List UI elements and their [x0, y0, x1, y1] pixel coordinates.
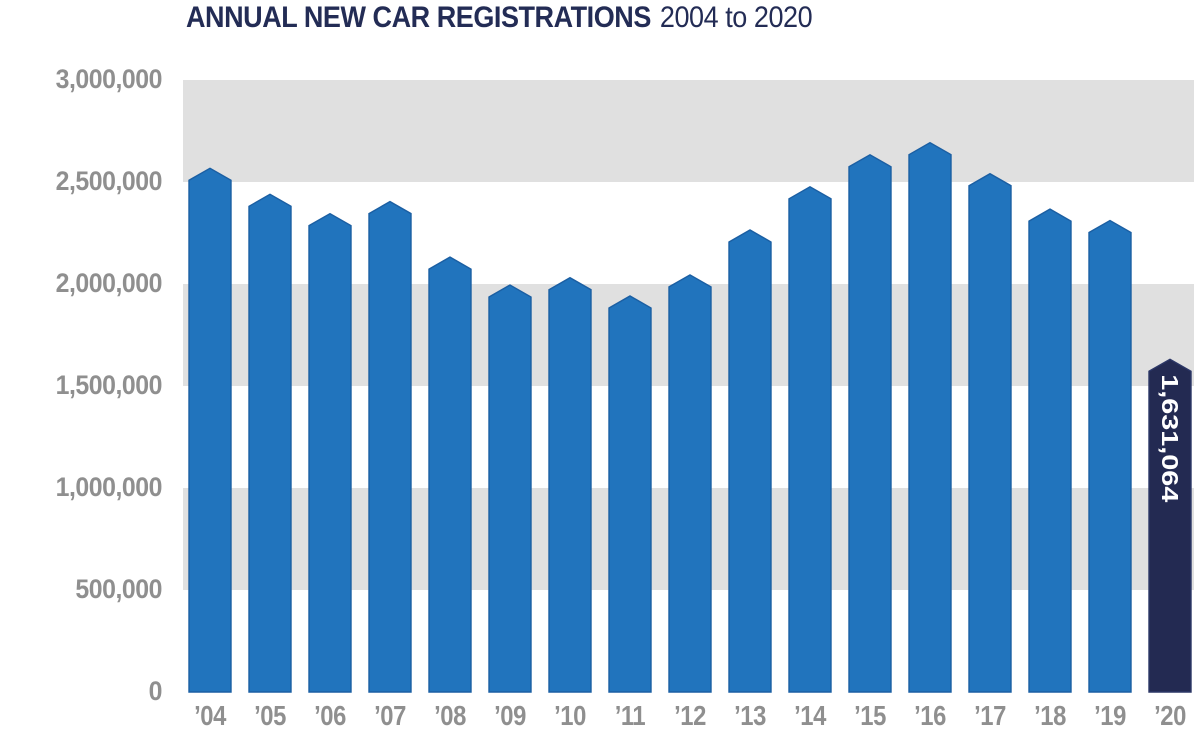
y-tick-label: 2,500,000: [55, 165, 163, 196]
bar-2008: [428, 256, 472, 693]
x-tick-label-2019: ’19: [1094, 700, 1126, 731]
x-tick-label-2015: ’15: [854, 700, 886, 731]
x-tick-label-2020: ’20: [1154, 700, 1186, 731]
x-tick-label-2014: ’14: [794, 700, 826, 731]
x-tick-label-2005: ’05: [254, 700, 286, 731]
x-tick-label-2018: ’18: [1034, 700, 1066, 731]
bar-2017: [968, 172, 1012, 693]
x-tick-label-2010: ’10: [554, 700, 586, 731]
bar-2015: [848, 153, 892, 693]
x-tick-label-2013: ’13: [734, 700, 766, 731]
chart-title: ANNUAL NEW CAR REGISTRATIONS 2004 to 2020: [186, 1, 813, 35]
x-tick-label-2017: ’17: [974, 700, 1006, 731]
bar-2016: [908, 141, 952, 693]
y-tick-label: 0: [148, 675, 163, 706]
x-tick-label-2004: ’04: [194, 700, 226, 731]
bar-2013: [728, 229, 772, 693]
bar-2012: [668, 274, 712, 693]
bar-2011: [608, 295, 652, 693]
x-tick-label-2008: ’08: [434, 700, 466, 731]
bar-2019: [1088, 219, 1132, 693]
y-tick-label: 2,000,000: [55, 267, 163, 298]
gridline-band: [183, 80, 1194, 182]
bar-2004: [188, 167, 232, 693]
chart-title-range: 2004 to 2020: [659, 1, 813, 34]
x-tick-label-2009: ’09: [494, 700, 526, 731]
x-tick-label-2012: ’12: [674, 700, 706, 731]
bar-2014: [788, 186, 832, 693]
bar-2009: [488, 284, 532, 693]
bar-2005: [248, 193, 292, 693]
chart-title-main: ANNUAL NEW CAR REGISTRATIONS: [186, 1, 651, 34]
x-tick-label-2011: ’11: [614, 700, 646, 731]
x-tick-label-2016: ’16: [914, 700, 946, 731]
bar-2006: [308, 212, 352, 693]
x-tick-label-2007: ’07: [374, 700, 406, 731]
x-tick-label-2006: ’06: [314, 700, 346, 731]
bar-2020: [1148, 358, 1192, 693]
y-tick-label: 500,000: [75, 573, 162, 604]
y-tick-label: 3,000,000: [55, 63, 163, 94]
bar-2018: [1028, 208, 1072, 693]
bar-2010: [548, 276, 592, 693]
bar-value-label-2020: 1,631,064: [1157, 374, 1183, 502]
y-tick-label: 1,000,000: [55, 471, 163, 502]
bar-2007: [368, 200, 412, 693]
y-tick-label: 1,500,000: [55, 369, 163, 400]
